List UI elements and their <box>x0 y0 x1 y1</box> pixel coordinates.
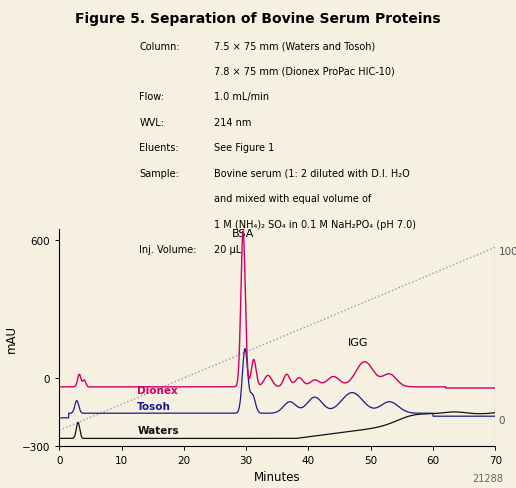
Text: 7.5 × 75 mm (Waters and Tosoh): 7.5 × 75 mm (Waters and Tosoh) <box>214 41 375 51</box>
Text: and mixed with equal volume of: and mixed with equal volume of <box>214 194 372 203</box>
Text: Dionex: Dionex <box>137 385 178 395</box>
Text: 1 M (NH₄)₂ SO₄ in 0.1 M NaH₂PO₄ (pH 7.0): 1 M (NH₄)₂ SO₄ in 0.1 M NaH₂PO₄ (pH 7.0) <box>214 219 416 229</box>
Text: Column:: Column: <box>139 41 180 51</box>
Text: Flow:: Flow: <box>139 92 164 102</box>
Text: 20 μL: 20 μL <box>214 244 241 254</box>
Text: Figure 5. Separation of Bovine Serum Proteins: Figure 5. Separation of Bovine Serum Pro… <box>75 12 441 26</box>
Text: Tosoh: Tosoh <box>137 402 171 411</box>
Text: Bovine serum (1: 2 diluted with D.I. H₂O: Bovine serum (1: 2 diluted with D.I. H₂O <box>214 168 410 178</box>
Text: See Figure 1: See Figure 1 <box>214 143 275 153</box>
Text: 100: 100 <box>498 246 516 256</box>
Text: Inj. Volume:: Inj. Volume: <box>139 244 197 254</box>
Y-axis label: mAU: mAU <box>5 324 18 352</box>
X-axis label: Minutes: Minutes <box>254 469 301 483</box>
Text: BSA: BSA <box>232 228 254 239</box>
Text: 0: 0 <box>498 415 505 425</box>
Text: 7.8 × 75 mm (Dionex ProPac HIC-10): 7.8 × 75 mm (Dionex ProPac HIC-10) <box>214 67 395 77</box>
Text: Waters: Waters <box>137 426 179 435</box>
Text: 1.0 mL/min: 1.0 mL/min <box>214 92 269 102</box>
Text: Sample:: Sample: <box>139 168 179 178</box>
Text: IGG: IGG <box>348 337 368 347</box>
Text: 214 nm: 214 nm <box>214 118 251 127</box>
Text: Eluents:: Eluents: <box>139 143 179 153</box>
Text: 21288: 21288 <box>472 473 503 483</box>
Text: WVL:: WVL: <box>139 118 164 127</box>
